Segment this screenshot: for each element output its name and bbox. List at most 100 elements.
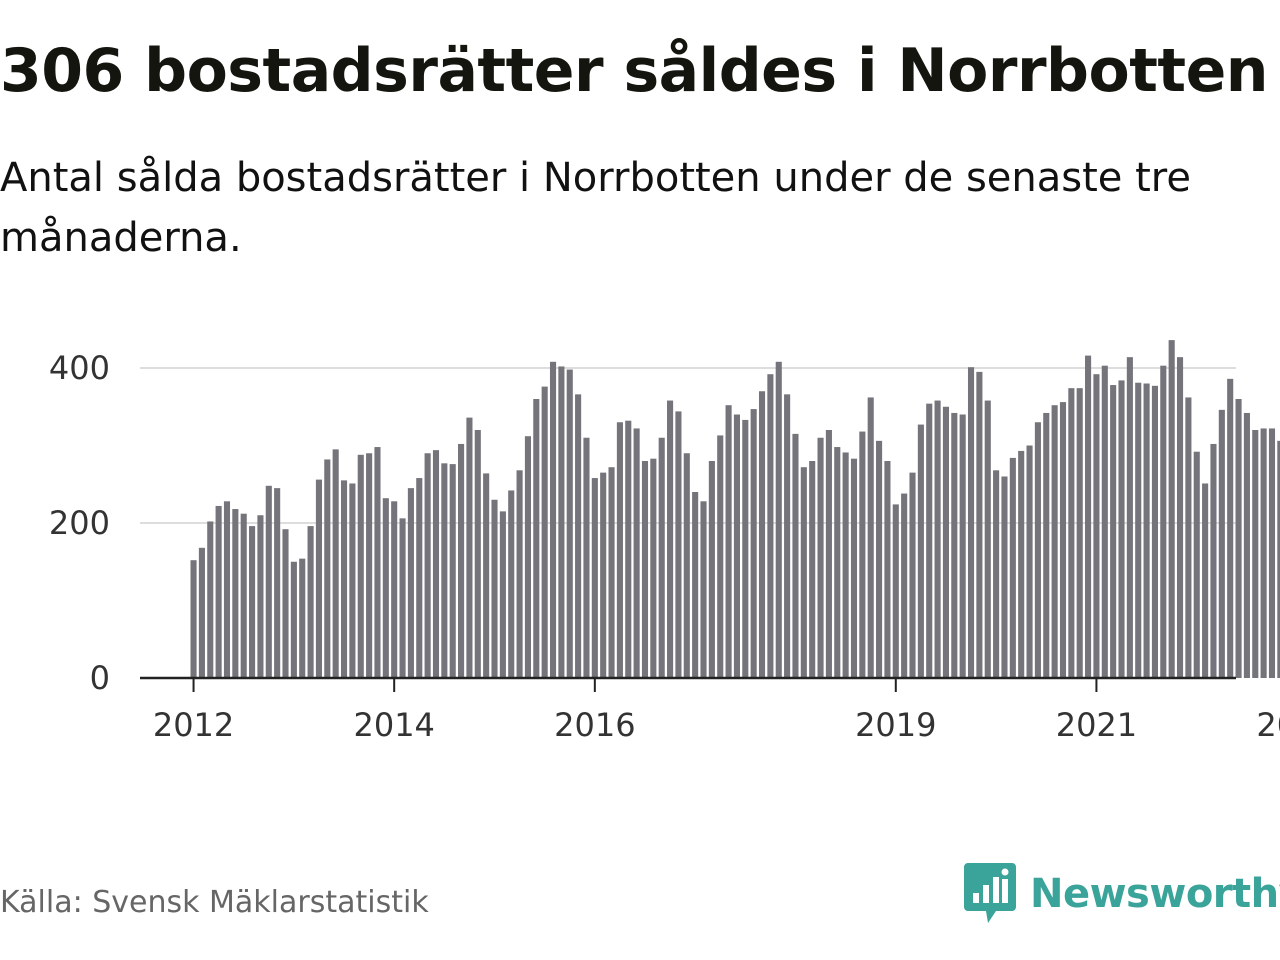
x-tick-label: 2016 bbox=[554, 706, 635, 744]
bar bbox=[499, 511, 506, 678]
bar bbox=[357, 454, 364, 678]
x-tick-label: 2023 bbox=[1256, 706, 1280, 744]
bar bbox=[859, 431, 866, 678]
bar bbox=[340, 480, 348, 678]
bar bbox=[909, 472, 916, 678]
bar bbox=[1268, 428, 1276, 678]
bar bbox=[1018, 450, 1025, 678]
bar bbox=[407, 488, 414, 678]
bar bbox=[1026, 445, 1033, 678]
bar bbox=[508, 490, 515, 678]
bar bbox=[959, 414, 966, 678]
bar bbox=[976, 371, 983, 678]
bar bbox=[307, 526, 314, 678]
bar bbox=[558, 366, 565, 678]
bar-chart: 0200400306201220142016201920212023 bbox=[49, 340, 1280, 744]
bar bbox=[767, 374, 774, 678]
bar bbox=[1218, 409, 1225, 678]
bar bbox=[892, 504, 899, 678]
bar bbox=[1260, 428, 1267, 678]
bar bbox=[733, 414, 740, 678]
bar bbox=[575, 394, 582, 678]
source-note: Källa: Svensk Mäklarstatistik bbox=[0, 885, 429, 920]
bar bbox=[967, 367, 975, 678]
bar bbox=[658, 437, 665, 678]
bar bbox=[315, 479, 322, 678]
bar bbox=[1168, 340, 1175, 678]
bar bbox=[1176, 357, 1184, 678]
bar bbox=[416, 478, 423, 678]
axes: 0200400306201220142016201920212023 bbox=[49, 349, 1280, 744]
bar bbox=[775, 361, 782, 678]
bar bbox=[641, 461, 649, 678]
bar bbox=[993, 470, 1000, 678]
bar-chart-speech-bubble-icon bbox=[964, 863, 1016, 923]
bar bbox=[867, 397, 874, 678]
bar bbox=[1068, 388, 1075, 678]
bar bbox=[1277, 440, 1280, 678]
bar bbox=[1135, 382, 1142, 678]
y-tick-label: 0 bbox=[90, 659, 110, 697]
bar bbox=[324, 459, 331, 678]
bar bbox=[876, 440, 883, 678]
bar bbox=[1101, 365, 1108, 678]
bar bbox=[215, 505, 222, 678]
bar bbox=[742, 419, 749, 678]
bar bbox=[675, 411, 682, 678]
bar bbox=[449, 464, 456, 678]
bar bbox=[290, 561, 297, 678]
bar bbox=[249, 526, 256, 678]
bar bbox=[884, 461, 891, 678]
bar bbox=[332, 449, 339, 678]
bar bbox=[1202, 483, 1209, 678]
bar bbox=[483, 473, 490, 678]
bar bbox=[667, 400, 674, 678]
bar bbox=[633, 428, 640, 678]
bar bbox=[1126, 357, 1133, 678]
bar bbox=[566, 369, 573, 678]
brand-name: Newsworthy bbox=[1030, 871, 1280, 917]
bar bbox=[608, 467, 615, 678]
bar bbox=[1143, 383, 1150, 678]
bar bbox=[1210, 443, 1217, 678]
bar bbox=[901, 493, 908, 678]
bar bbox=[1085, 355, 1092, 678]
bar bbox=[474, 430, 481, 678]
bar bbox=[850, 458, 858, 678]
bar bbox=[190, 560, 197, 678]
bar bbox=[257, 515, 264, 678]
bar bbox=[809, 461, 816, 678]
bar bbox=[223, 501, 231, 678]
bar bbox=[951, 412, 958, 678]
bar bbox=[299, 558, 306, 678]
x-tick-label: 2014 bbox=[353, 706, 434, 744]
bar bbox=[650, 458, 657, 678]
bar bbox=[466, 417, 473, 678]
bar bbox=[725, 405, 732, 678]
bar bbox=[1252, 430, 1259, 678]
bar bbox=[1185, 397, 1192, 678]
bar bbox=[758, 391, 766, 678]
bar bbox=[533, 399, 540, 678]
bar bbox=[1009, 457, 1016, 678]
bar bbox=[198, 547, 205, 678]
bar bbox=[1243, 412, 1250, 678]
bar bbox=[232, 509, 239, 678]
bar bbox=[792, 433, 799, 678]
bar bbox=[926, 403, 933, 678]
bar bbox=[800, 467, 807, 678]
bar bbox=[399, 518, 406, 678]
bar bbox=[692, 492, 699, 678]
bar bbox=[591, 478, 598, 678]
bar bbox=[1118, 380, 1125, 678]
bar bbox=[616, 422, 623, 678]
bar bbox=[1059, 402, 1067, 678]
bar bbox=[708, 461, 715, 678]
bar bbox=[524, 436, 531, 678]
bar bbox=[1051, 405, 1058, 678]
bar bbox=[1227, 378, 1234, 678]
bars bbox=[190, 340, 1280, 678]
brand-logo: Newsworthy bbox=[964, 862, 1280, 926]
bar bbox=[1093, 374, 1100, 678]
bar bbox=[1110, 385, 1117, 678]
